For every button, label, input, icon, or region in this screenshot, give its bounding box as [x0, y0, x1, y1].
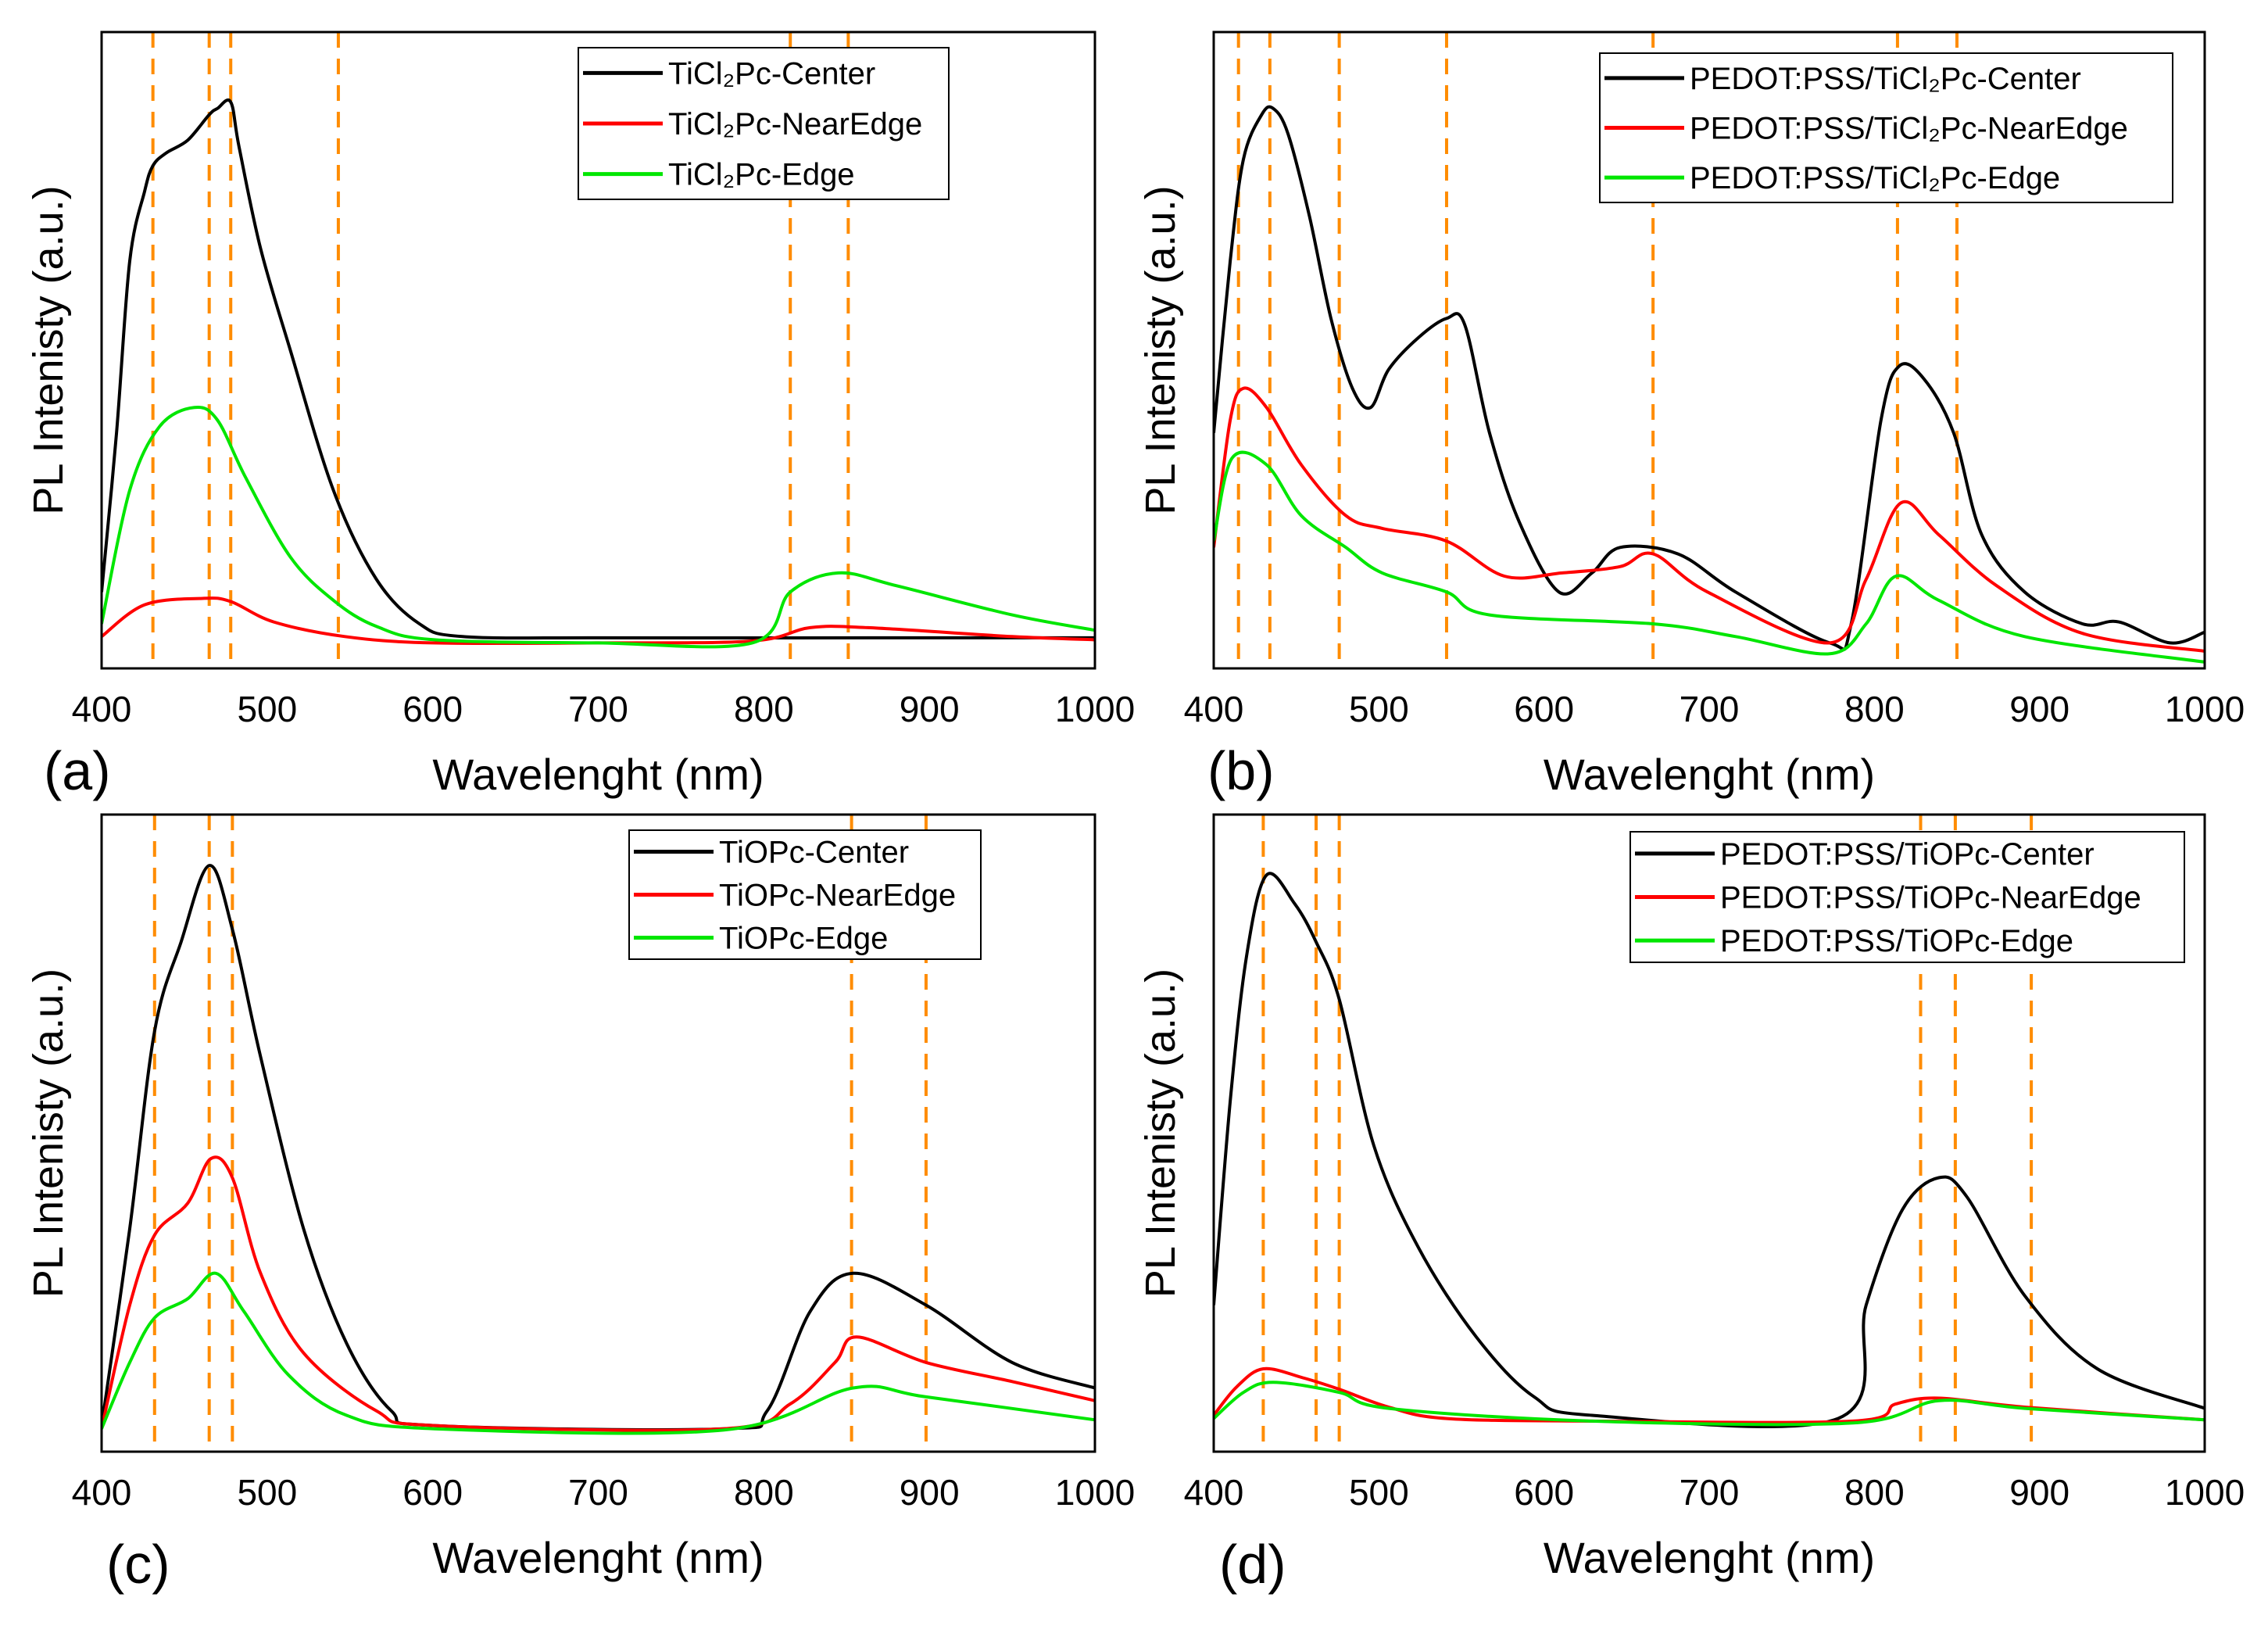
legend: PEDOT:PSS/TiCl₂Pc-Center PEDOT:PSS/TiCl₂P…: [1599, 52, 2173, 203]
series-line-edge: [102, 1271, 1095, 1435]
legend-label: TiOPc-Edge: [719, 922, 888, 956]
legend-label: PEDOT:PSS/TiCl₂Pc-NearEdge: [1690, 112, 2128, 146]
panel-label: (d): [1219, 1534, 1286, 1595]
panel-label: (a): [44, 740, 111, 801]
x-tick-label: 1000: [2165, 689, 2245, 729]
x-tick-label: 900: [2009, 1472, 2069, 1513]
panel-c: 400 500 600 700 800 900 1000 Wavelenght (nm) PL …: [25, 813, 1135, 1595]
x-axis-title: Wavelenght (nm): [1544, 750, 1875, 799]
x-axis-title: Wavelenght (nm): [1544, 1533, 1875, 1582]
panel-b: 400 500 600 700 800 900 1000 Wavelenght (nm) PL …: [1137, 30, 2245, 801]
series-line-nearedge: [102, 1155, 1095, 1432]
y-axis-title: PL Intenisty (a.u.): [25, 185, 72, 514]
legend-label: PEDOT:PSS/TiOPc-NearEdge: [1720, 881, 2141, 915]
plot-frame: [1212, 30, 2206, 670]
x-tick-label: 500: [1349, 1472, 1409, 1513]
series-line-edge: [1214, 450, 2205, 664]
legend-box: [1629, 831, 2185, 963]
legend: TiOPc-Center TiOPc-NearEdge TiOPc-Edge: [628, 829, 982, 960]
x-tick-label: 600: [1514, 1472, 1574, 1513]
panel-label: (c): [106, 1534, 170, 1595]
legend-label: TiCl₂Pc-Center: [668, 56, 875, 91]
series-line-center: [1214, 105, 2205, 651]
x-tick-label: 400: [1184, 1472, 1244, 1513]
legend-box: [1599, 52, 2173, 203]
x-tick-label: 700: [1680, 689, 1740, 729]
plot-frame: [100, 30, 1096, 670]
x-axis-title: Wavelenght (nm): [432, 1533, 764, 1582]
plot-frame: [100, 813, 1096, 1453]
legend: PEDOT:PSS/TiOPc-Center PEDOT:PSS/TiOPc-Ne…: [1629, 831, 2185, 963]
series-line-center: [102, 98, 1095, 640]
y-axis-title: PL Intenisty (a.u.): [1137, 185, 1184, 514]
x-tick-label: 700: [1680, 1472, 1740, 1513]
x-tick-label: 900: [2009, 689, 2069, 729]
x-tick-label: 1000: [2165, 1472, 2245, 1513]
x-tick-label: 900: [900, 689, 960, 729]
series-line-edge: [1214, 1381, 2205, 1427]
x-tick-label: 600: [402, 689, 463, 729]
x-tick-label: 800: [734, 689, 794, 729]
panel-a: 400 500 600 700 800 900 1000 Wavelenght (nm) PL …: [25, 30, 1135, 801]
x-tick-label: 600: [1514, 689, 1574, 729]
x-tick-label: 500: [1349, 689, 1409, 729]
x-tick-label: 500: [237, 689, 297, 729]
x-tick-label: 900: [900, 1472, 960, 1513]
x-tick-label: 800: [734, 1472, 794, 1513]
x-tick-label: 700: [568, 1472, 628, 1513]
series-line-edge: [102, 405, 1095, 649]
x-tick-label: 1000: [1055, 689, 1135, 729]
series-line-nearedge: [1214, 1366, 2205, 1424]
legend-label: TiCl₂Pc-Edge: [668, 158, 855, 192]
y-axis-title: PL Intenisty (a.u.): [25, 969, 72, 1298]
legend-label: TiOPc-NearEdge: [719, 879, 956, 913]
x-tick-label: 600: [402, 1472, 463, 1513]
x-tick-label: 400: [1184, 689, 1244, 729]
x-axis-title: Wavelenght (nm): [432, 750, 764, 799]
panel-d: 400 500 600 700 800 900 1000 Wavelenght (nm) PL …: [1137, 813, 2245, 1595]
x-tick-label: 400: [72, 1472, 132, 1513]
legend: TiCl₂Pc-Center TiCl₂Pc-NearEdge TiCl₂Pc-Ed…: [578, 47, 950, 200]
legend-label: TiOPc-Center: [719, 836, 909, 870]
x-tick-label: 500: [237, 1472, 297, 1513]
x-tick-label: 800: [1844, 689, 1905, 729]
series-line-center: [1214, 872, 2205, 1429]
x-tick-label: 400: [72, 689, 132, 729]
series-line-center: [102, 864, 1095, 1431]
legend-label: PEDOT:PSS/TiOPc-Edge: [1720, 924, 2073, 958]
series-line-nearedge: [1214, 386, 2205, 653]
plot-frame: [1212, 813, 2206, 1453]
legend-label: PEDOT:PSS/TiOPc-Center: [1720, 837, 2095, 872]
x-tick-label: 800: [1844, 1472, 1905, 1513]
x-tick-label: 700: [568, 689, 628, 729]
y-axis-title: PL Intenisty (a.u.): [1137, 969, 1184, 1298]
x-tick-label: 1000: [1055, 1472, 1135, 1513]
legend-label: TiCl₂Pc-NearEdge: [668, 107, 922, 141]
legend-label: PEDOT:PSS/TiCl₂Pc-Center: [1690, 62, 2081, 96]
legend-label: PEDOT:PSS/TiCl₂Pc-Edge: [1690, 161, 2060, 195]
panel-label: (b): [1207, 740, 1275, 801]
